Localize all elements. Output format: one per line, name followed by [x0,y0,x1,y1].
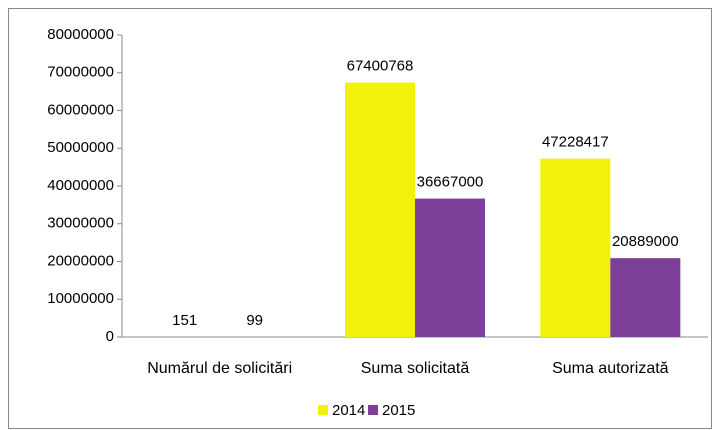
bar [345,82,415,337]
y-tick-label: 10000000 [47,290,114,307]
legend-swatch [368,405,378,415]
y-tick-label: 60000000 [47,101,114,118]
bar [540,158,611,337]
data-label: 36667000 [417,174,484,191]
x-tick-label: Suma autorizată [552,360,669,377]
data-label: 47228417 [542,134,609,151]
legend-swatch [318,405,328,415]
x-tick-label: Suma solicitată [361,360,470,377]
bar [610,258,681,337]
y-tick-label: 40000000 [47,177,114,194]
y-tick-label: 30000000 [47,215,114,232]
data-label: 20889000 [612,233,679,250]
y-tick-label: 80000000 [47,26,114,43]
legend-label: 2014 [332,402,365,419]
legend-label: 2015 [382,402,415,419]
y-tick-label: 20000000 [47,252,114,269]
data-label: 99 [246,312,263,329]
data-label: 67400768 [347,58,414,75]
y-tick-label: 70000000 [47,64,114,81]
bar [415,198,485,337]
y-tick-label: 50000000 [47,139,114,156]
data-label: 151 [172,312,197,329]
y-tick-label: 0 [106,328,114,345]
x-tick-label: Numărul de solicitări [147,360,292,377]
